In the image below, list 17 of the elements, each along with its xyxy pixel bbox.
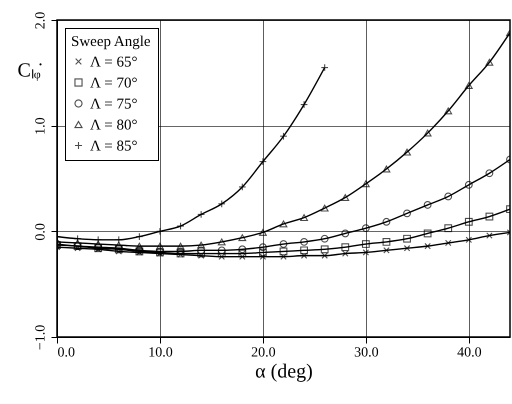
legend-label: Λ = 85° xyxy=(90,138,138,154)
legend-label: Λ = 80° xyxy=(90,118,138,134)
x-tick-label: 40.0 xyxy=(457,346,482,360)
legend-title: Sweep Angle xyxy=(71,34,151,50)
y-tick-label: 1.0 xyxy=(34,117,48,135)
x-tick-label: 0.0 xyxy=(58,346,75,360)
legend-label: Λ = 70° xyxy=(90,76,138,92)
x-tick-label: 20.0 xyxy=(251,346,276,360)
x-tick-label: 30.0 xyxy=(354,346,379,360)
y-tick-label: 2.0 xyxy=(34,12,48,30)
y-tick-label: 0.0 xyxy=(34,223,48,241)
legend-label: Λ = 65° xyxy=(90,54,138,70)
y-tick-label: −1.0 xyxy=(34,324,48,350)
x-tick-label: 10.0 xyxy=(148,346,173,360)
legend-label: Λ = 75° xyxy=(90,96,138,112)
y-axis-title: Cₗᵩ̇ xyxy=(18,60,43,82)
x-axis-title: α (deg) xyxy=(255,360,313,382)
